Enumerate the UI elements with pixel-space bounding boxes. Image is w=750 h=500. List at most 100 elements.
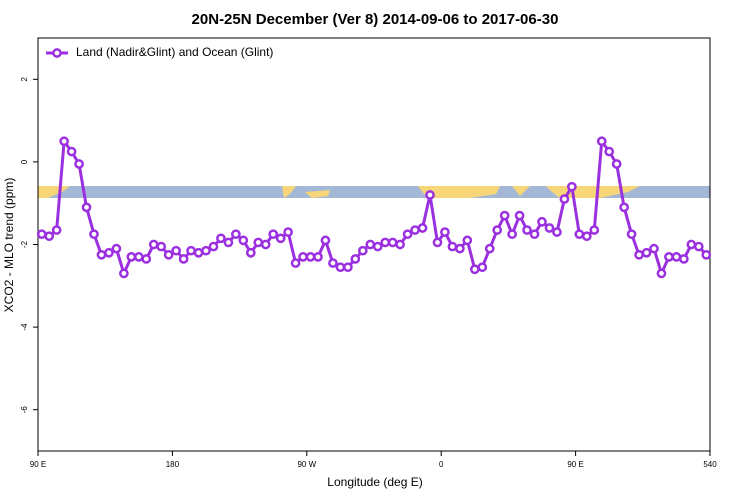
data-point	[567, 181, 577, 192]
data-point	[537, 216, 547, 227]
data-point	[469, 264, 480, 275]
data-point	[604, 146, 615, 157]
data-point	[335, 262, 346, 273]
y-tick-label: 0	[20, 159, 29, 164]
data-point	[649, 243, 659, 254]
data-point	[417, 223, 428, 233]
legend-marker	[52, 48, 62, 58]
data-point	[410, 225, 420, 235]
data-point	[701, 249, 712, 260]
data-point	[641, 247, 652, 258]
data-point	[507, 229, 517, 240]
data-point	[455, 243, 465, 254]
data-point	[283, 227, 293, 237]
data-point	[693, 241, 704, 252]
data-point	[447, 241, 458, 252]
data-point	[216, 233, 226, 244]
data-point	[238, 235, 249, 246]
data-point	[611, 159, 622, 169]
data-point	[372, 241, 383, 252]
land	[512, 186, 530, 196]
data-point	[440, 227, 450, 237]
data-point	[186, 245, 196, 256]
legend: Land (Nadir&Glint) and Ocean (Glint)	[46, 45, 273, 59]
data-point	[223, 237, 234, 248]
data-point	[290, 258, 301, 268]
data-point	[552, 227, 562, 237]
data-point	[328, 258, 338, 268]
data-point	[619, 202, 629, 213]
data-point	[387, 237, 398, 248]
data-point	[484, 243, 495, 254]
data-point	[514, 210, 525, 221]
x-tick-label: 90 E	[567, 460, 583, 469]
data-point	[357, 245, 368, 256]
data-point	[133, 252, 144, 262]
data-point	[275, 233, 286, 244]
data-point	[81, 202, 92, 213]
data-point	[343, 262, 353, 273]
data-point	[462, 235, 473, 246]
data-point	[208, 241, 219, 252]
x-tick-label: 90 E	[30, 460, 46, 469]
data-point	[544, 223, 555, 233]
land	[418, 186, 500, 198]
data-point	[253, 237, 264, 248]
data-point	[686, 239, 697, 250]
data-point	[492, 225, 503, 235]
x-tick-label: 0	[439, 460, 444, 469]
data-point	[626, 229, 637, 240]
data-point	[156, 241, 167, 252]
data-point	[350, 254, 361, 264]
data-point	[44, 231, 55, 242]
data-point	[656, 268, 667, 279]
y-tick-label: -2	[20, 240, 29, 248]
data-point	[171, 245, 181, 256]
data-point	[596, 136, 607, 147]
data-point	[51, 225, 62, 235]
y-tick-label: 2	[20, 77, 29, 82]
data-point	[499, 210, 510, 221]
data-point	[59, 136, 69, 147]
land	[305, 190, 330, 198]
data-point	[119, 268, 129, 279]
y-axis-label: XCO2 - MLO trend (ppm)	[2, 178, 16, 313]
data-point	[671, 252, 682, 262]
data-point	[141, 254, 152, 264]
land	[38, 186, 70, 198]
y-tick-label: -4	[20, 323, 29, 331]
data-point	[268, 229, 279, 240]
data-point	[529, 229, 540, 240]
data-point	[96, 249, 107, 260]
legend-label: Land (Nadir&Glint) and Ocean (Glint)	[76, 45, 273, 59]
data-point	[320, 235, 331, 246]
data-point	[89, 229, 99, 240]
data-point	[163, 249, 174, 260]
x-tick-label: 90 W	[297, 460, 316, 469]
x-tick-label: 180	[166, 460, 180, 469]
data-point	[66, 146, 77, 157]
data-point	[679, 254, 689, 264]
data-point	[313, 252, 323, 262]
data-point	[193, 247, 204, 258]
data-point	[178, 254, 189, 264]
data-point	[425, 190, 435, 200]
data-point	[231, 229, 241, 240]
ocean-band	[38, 186, 710, 198]
data-point	[365, 239, 376, 250]
chart-title: 20N-25N December (Ver 8) 2014-09-06 to 2…	[192, 11, 559, 28]
data-point	[380, 237, 391, 248]
data-point	[36, 229, 47, 240]
data-point	[126, 252, 137, 262]
data-point	[148, 239, 159, 250]
data-point	[522, 225, 532, 235]
map-strip	[38, 186, 710, 198]
data-point	[664, 252, 674, 262]
data-point	[260, 239, 271, 250]
data-point	[201, 245, 211, 256]
data-point	[111, 243, 122, 254]
data-point	[74, 159, 84, 169]
data-point	[305, 252, 316, 262]
data-point	[395, 239, 405, 250]
data-point	[581, 231, 592, 242]
